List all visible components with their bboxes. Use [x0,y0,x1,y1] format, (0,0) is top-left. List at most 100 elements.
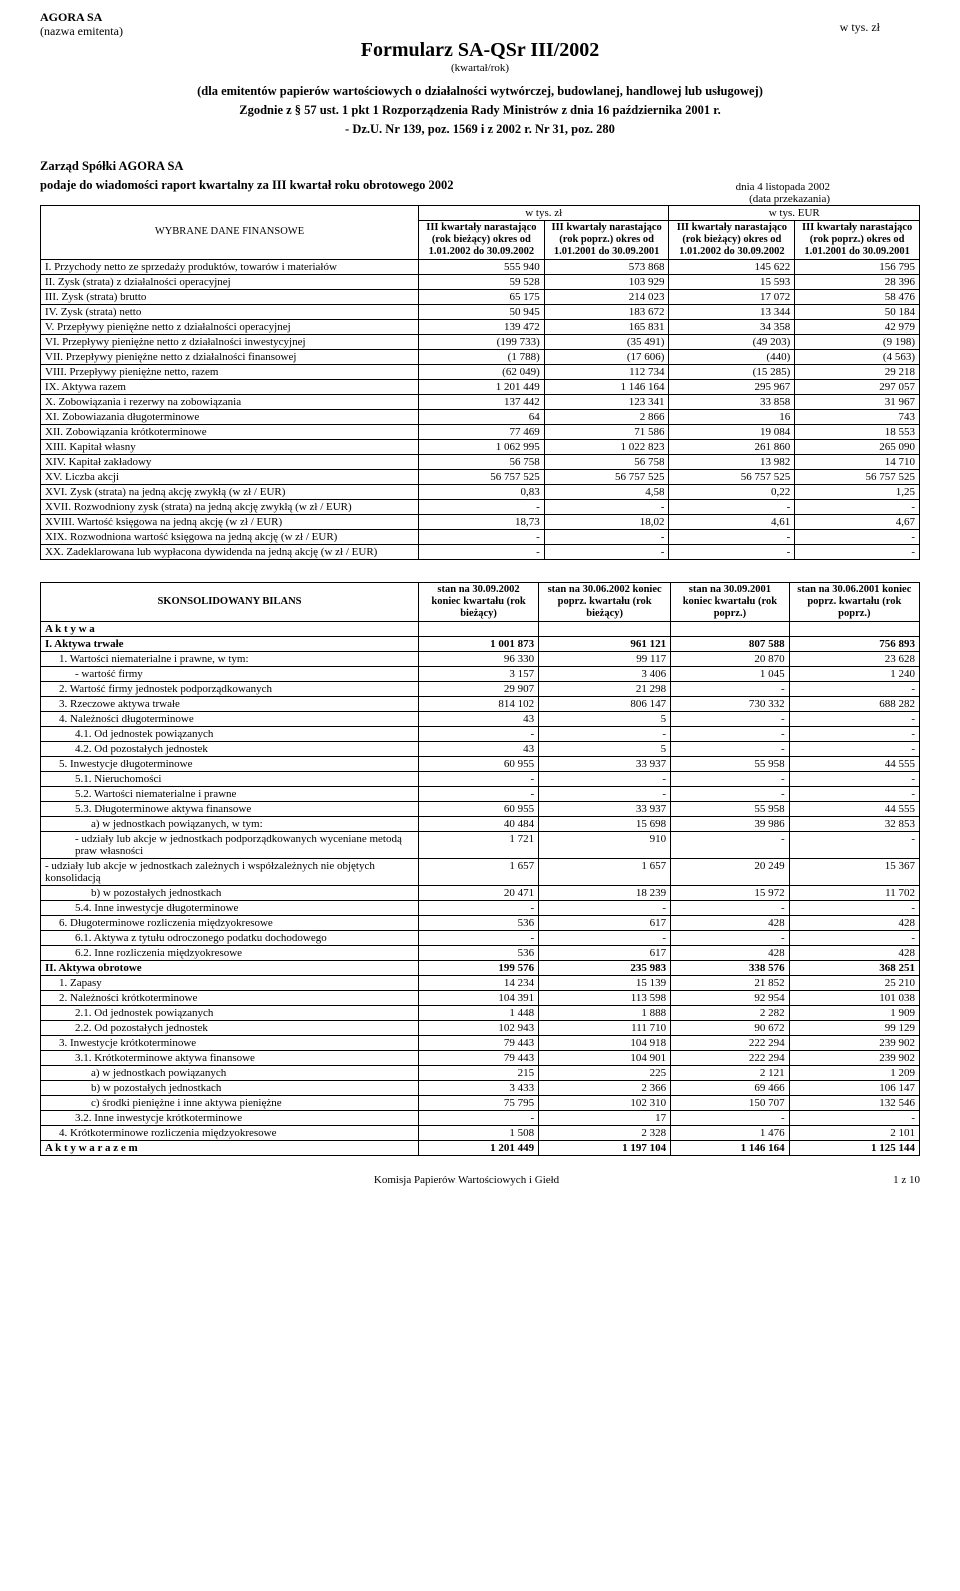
row-label: 6.1. Aktywa z tytułu odroczonego podatku… [41,931,419,946]
cell-value: 20 870 [671,652,790,667]
table-row: VII. Przepływy pieniężne netto z działal… [41,349,920,364]
table-row: b) w pozostałych jednostkach20 47118 239… [41,886,920,901]
cell-value: 573 868 [544,259,669,274]
cell-value: - [669,544,795,559]
cell-value [418,622,538,637]
cell-value: 150 707 [671,1096,790,1111]
row-label: 2. Należności krótkoterminowe [41,991,419,1006]
cell-value: 1 201 449 [418,379,544,394]
table-row: A k t y w a r a z e m1 201 4491 197 1041… [41,1141,920,1156]
cell-value: 297 057 [795,379,920,394]
table-row: 3. Inwestycje krótkoterminowe79 443104 9… [41,1036,920,1051]
row-label: XI. Zobowiazania długoterminowe [41,409,419,424]
cell-value: 69 466 [671,1081,790,1096]
cell-value: - [539,931,671,946]
cell-value: 79 443 [418,1051,538,1066]
row-label: XVII. Rozwodniony zysk (strata) na jedną… [41,499,419,514]
row-label: 6.2. Inne rozliczenia międzyokresowe [41,946,419,961]
table-row: XV. Liczba akcji56 757 52556 757 52556 7… [41,469,920,484]
row-label: XV. Liczba akcji [41,469,419,484]
row-label: I. Przychody netto ze sprzedaży produktó… [41,259,419,274]
cell-value: 0,83 [418,484,544,499]
cell-value: 5 [539,742,671,757]
cell-value: 79 443 [418,1036,538,1051]
cell-value: 617 [539,946,671,961]
cell-value: 807 588 [671,637,790,652]
cell-value: - [789,712,919,727]
row-label: - wartość firmy [41,667,419,682]
cell-value: 56 757 525 [795,469,920,484]
fin-col-3: III kwartały narastająco (rok poprz.) ok… [795,220,920,259]
table-row: b) w pozostałych jednostkach3 4332 36669… [41,1081,920,1096]
cell-value: 1 146 164 [544,379,669,394]
row-label: 1. Zapasy [41,976,419,991]
row-label: a) w jednostkach powiązanych, w tym: [41,817,419,832]
cell-value: 19 084 [669,424,795,439]
row-label: b) w pozostałych jednostkach [41,886,419,901]
cell-value: - [795,544,920,559]
balance-title: SKONSOLIDOWANY BILANS [41,582,419,621]
cell-value: 1 209 [789,1066,919,1081]
cell-value: 1 240 [789,667,919,682]
cell-value: 1 062 995 [418,439,544,454]
cell-value: 104 901 [539,1051,671,1066]
cell-value: - [544,499,669,514]
cell-value: - [789,1111,919,1126]
row-label: 3.2. Inne inwestycje krótkoterminowe [41,1111,419,1126]
cell-value: 428 [671,946,790,961]
table-row: - wartość firmy3 1573 4061 0451 240 [41,667,920,682]
table-row: 2.1. Od jednostek powiązanych1 4481 8882… [41,1006,920,1021]
cell-value: 96 330 [418,652,538,667]
cell-value: 44 555 [789,802,919,817]
cell-value: 222 294 [671,1036,790,1051]
table-row: 6. Długoterminowe rozliczenia międzyokre… [41,916,920,931]
table-row: 3. Rzeczowe aktywa trwałe814 102806 1477… [41,697,920,712]
row-label: a) w jednostkach powiązanych [41,1066,419,1081]
cell-value: 1 448 [418,1006,538,1021]
cell-value: 15 139 [539,976,671,991]
company-name: AGORA SA [40,10,102,24]
table-row: 1. Zapasy14 23415 13921 85225 210 [41,976,920,991]
row-label: 5.3. Długoterminowe aktywa finansowe [41,802,419,817]
cell-value: 5 [539,712,671,727]
scope-line: (dla emitentów papierów wartościowych o … [40,84,920,99]
row-label: VI. Przepływy pieniężne netto z działaln… [41,334,419,349]
cell-value: 4,61 [669,514,795,529]
cell-value: 39 986 [671,817,790,832]
table-row: V. Przepływy pieniężne netto z działalno… [41,319,920,334]
table-row: 1. Wartości niematerialne i prawne, w ty… [41,652,920,667]
row-label: VIII. Przepływy pieniężne netto, razem [41,364,419,379]
cell-value: 42 979 [795,319,920,334]
cell-value: 123 341 [544,394,669,409]
table-row: X. Zobowiązania i rezerwy na zobowiązani… [41,394,920,409]
table-row: 2. Należności krótkoterminowe104 391113 … [41,991,920,1006]
table-row: XVIII. Wartość księgowa na jedną akcję (… [41,514,920,529]
cell-value: 71 586 [544,424,669,439]
cell-value: 75 795 [418,1096,538,1111]
cell-value: (4 563) [795,349,920,364]
cell-value: 806 147 [539,697,671,712]
table-row: - udziały lub akcje w jednostkach zależn… [41,859,920,886]
cell-value: 60 955 [418,757,538,772]
cell-value: 235 983 [539,961,671,976]
cell-value: 3 433 [418,1081,538,1096]
cell-value: 13 344 [669,304,795,319]
cell-value: 58 476 [795,289,920,304]
cell-value: 20 471 [418,886,538,901]
row-label: 2.2. Od pozostałych jednostek [41,1021,419,1036]
fin-table-title: WYBRANE DANE FINANSOWE [41,205,419,259]
row-label: XIII. Kapitał własny [41,439,419,454]
cell-value: 21 298 [539,682,671,697]
cell-value: 44 555 [789,757,919,772]
cell-value: 55 958 [671,802,790,817]
fin-col-2: III kwartały narastająco (rok bieżący) o… [669,220,795,259]
cell-value: 756 893 [789,637,919,652]
row-label: c) środki pieniężne i inne aktywa pienię… [41,1096,419,1111]
cell-value: 102 943 [418,1021,538,1036]
cell-value: 555 940 [418,259,544,274]
row-label: XVI. Zysk (strata) na jedną akcję zwykłą… [41,484,419,499]
row-label: 3. Inwestycje krótkoterminowe [41,1036,419,1051]
cell-value: 104 391 [418,991,538,1006]
bal-col-3: stan na 30.06.2001 koniec poprz. kwartał… [789,582,919,621]
row-label: A k t y w a r a z e m [41,1141,419,1156]
